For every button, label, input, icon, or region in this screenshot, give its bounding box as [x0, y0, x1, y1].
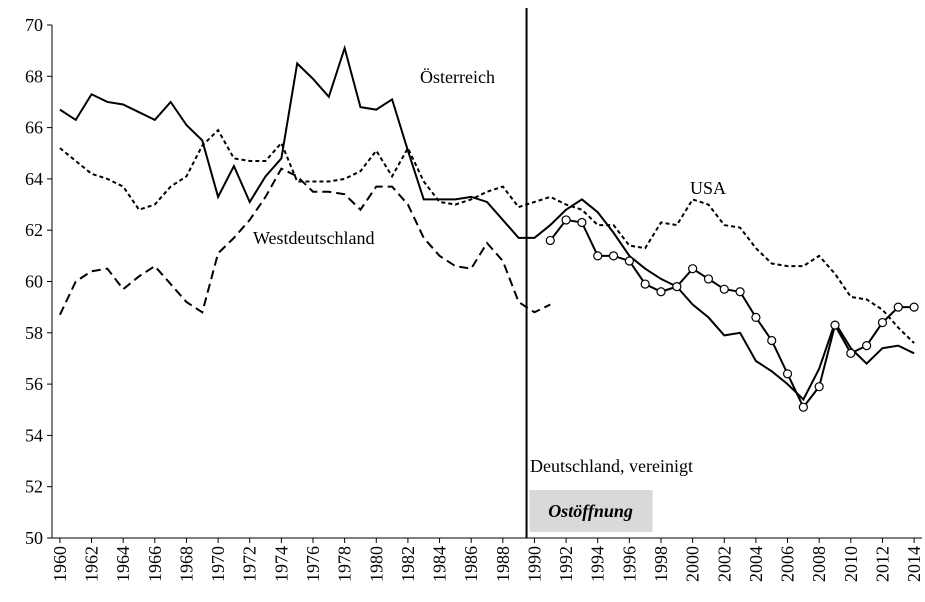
point-marker [593, 251, 603, 261]
x-tick-label: 1972 [240, 546, 260, 582]
point-marker [893, 302, 903, 312]
x-tick-label: 1994 [588, 546, 608, 582]
x-tick-label: 1974 [271, 546, 291, 582]
point-marker [703, 274, 714, 284]
x-tick-label: 1970 [208, 546, 228, 582]
series-label: Westdeutschland [253, 228, 375, 248]
x-tick-label: 1990 [524, 546, 544, 582]
x-tick-label: 1976 [303, 546, 323, 582]
x-tick-label: 1962 [82, 546, 102, 582]
x-tick-label: 1968 [176, 546, 196, 582]
point-marker [751, 312, 761, 323]
y-tick-label: 58 [25, 323, 43, 343]
point-marker [735, 287, 745, 297]
x-tick-label: 1984 [430, 546, 450, 582]
x-tick-label: 2008 [809, 546, 829, 582]
point-marker [782, 369, 793, 379]
x-tick-label: 2010 [841, 546, 861, 582]
series-label: Deutschland, vereinigt [530, 456, 693, 476]
y-tick-label: 52 [25, 477, 43, 497]
series-label: Österreich [420, 67, 495, 87]
y-tick-label: 60 [25, 272, 43, 292]
x-tick-label: 1986 [461, 546, 481, 582]
series-line [549, 218, 915, 410]
point-marker [877, 317, 888, 328]
x-tick-label: 1978 [335, 546, 355, 582]
y-tick-label: 56 [25, 374, 43, 394]
point-marker [767, 335, 777, 346]
point-marker [672, 282, 682, 292]
y-tick-label: 62 [25, 220, 43, 240]
y-tick-label: 66 [25, 118, 43, 138]
point-marker [624, 256, 634, 266]
y-tick-label: 68 [25, 66, 43, 86]
series-line [59, 44, 915, 402]
x-tick-label: 1992 [556, 546, 576, 582]
x-tick-label: 1960 [50, 546, 70, 582]
point-marker [909, 302, 919, 312]
x-tick-label: 1964 [113, 546, 133, 582]
y-tick-label: 64 [25, 169, 43, 189]
x-tick-label: 1982 [398, 546, 418, 582]
point-marker [814, 382, 824, 392]
point-marker [545, 235, 555, 246]
x-tick-label: 1996 [619, 546, 639, 582]
point-marker [640, 279, 650, 289]
x-tick-label: 2014 [904, 546, 924, 582]
y-tick-label: 54 [25, 425, 43, 445]
point-marker [846, 348, 856, 358]
point-marker [862, 341, 872, 351]
point-marker [577, 217, 587, 228]
event-label: Ostöffnung [548, 501, 633, 521]
x-tick-label: 2006 [778, 546, 798, 582]
y-tick-label: 50 [25, 528, 43, 548]
point-marker [608, 251, 619, 261]
point-marker [561, 215, 571, 225]
point-marker [656, 287, 666, 297]
x-tick-label: 1988 [493, 546, 513, 582]
x-tick-label: 1966 [145, 546, 165, 582]
point-marker [798, 402, 808, 412]
event-box [529, 490, 653, 532]
x-tick-label: 2004 [746, 546, 766, 582]
y-tick-label: 70 [25, 15, 43, 35]
series-line [59, 167, 551, 316]
series-line [59, 128, 915, 344]
x-tick-label: 2000 [683, 546, 703, 582]
x-tick-label: 2012 [872, 546, 892, 582]
x-tick-label: 1998 [651, 546, 671, 582]
point-marker [830, 320, 840, 330]
point-marker [719, 284, 729, 294]
x-tick-label: 2002 [714, 546, 734, 582]
point-marker [688, 264, 698, 274]
series-label: USA [690, 178, 726, 198]
x-tick-label: 1980 [366, 546, 386, 582]
